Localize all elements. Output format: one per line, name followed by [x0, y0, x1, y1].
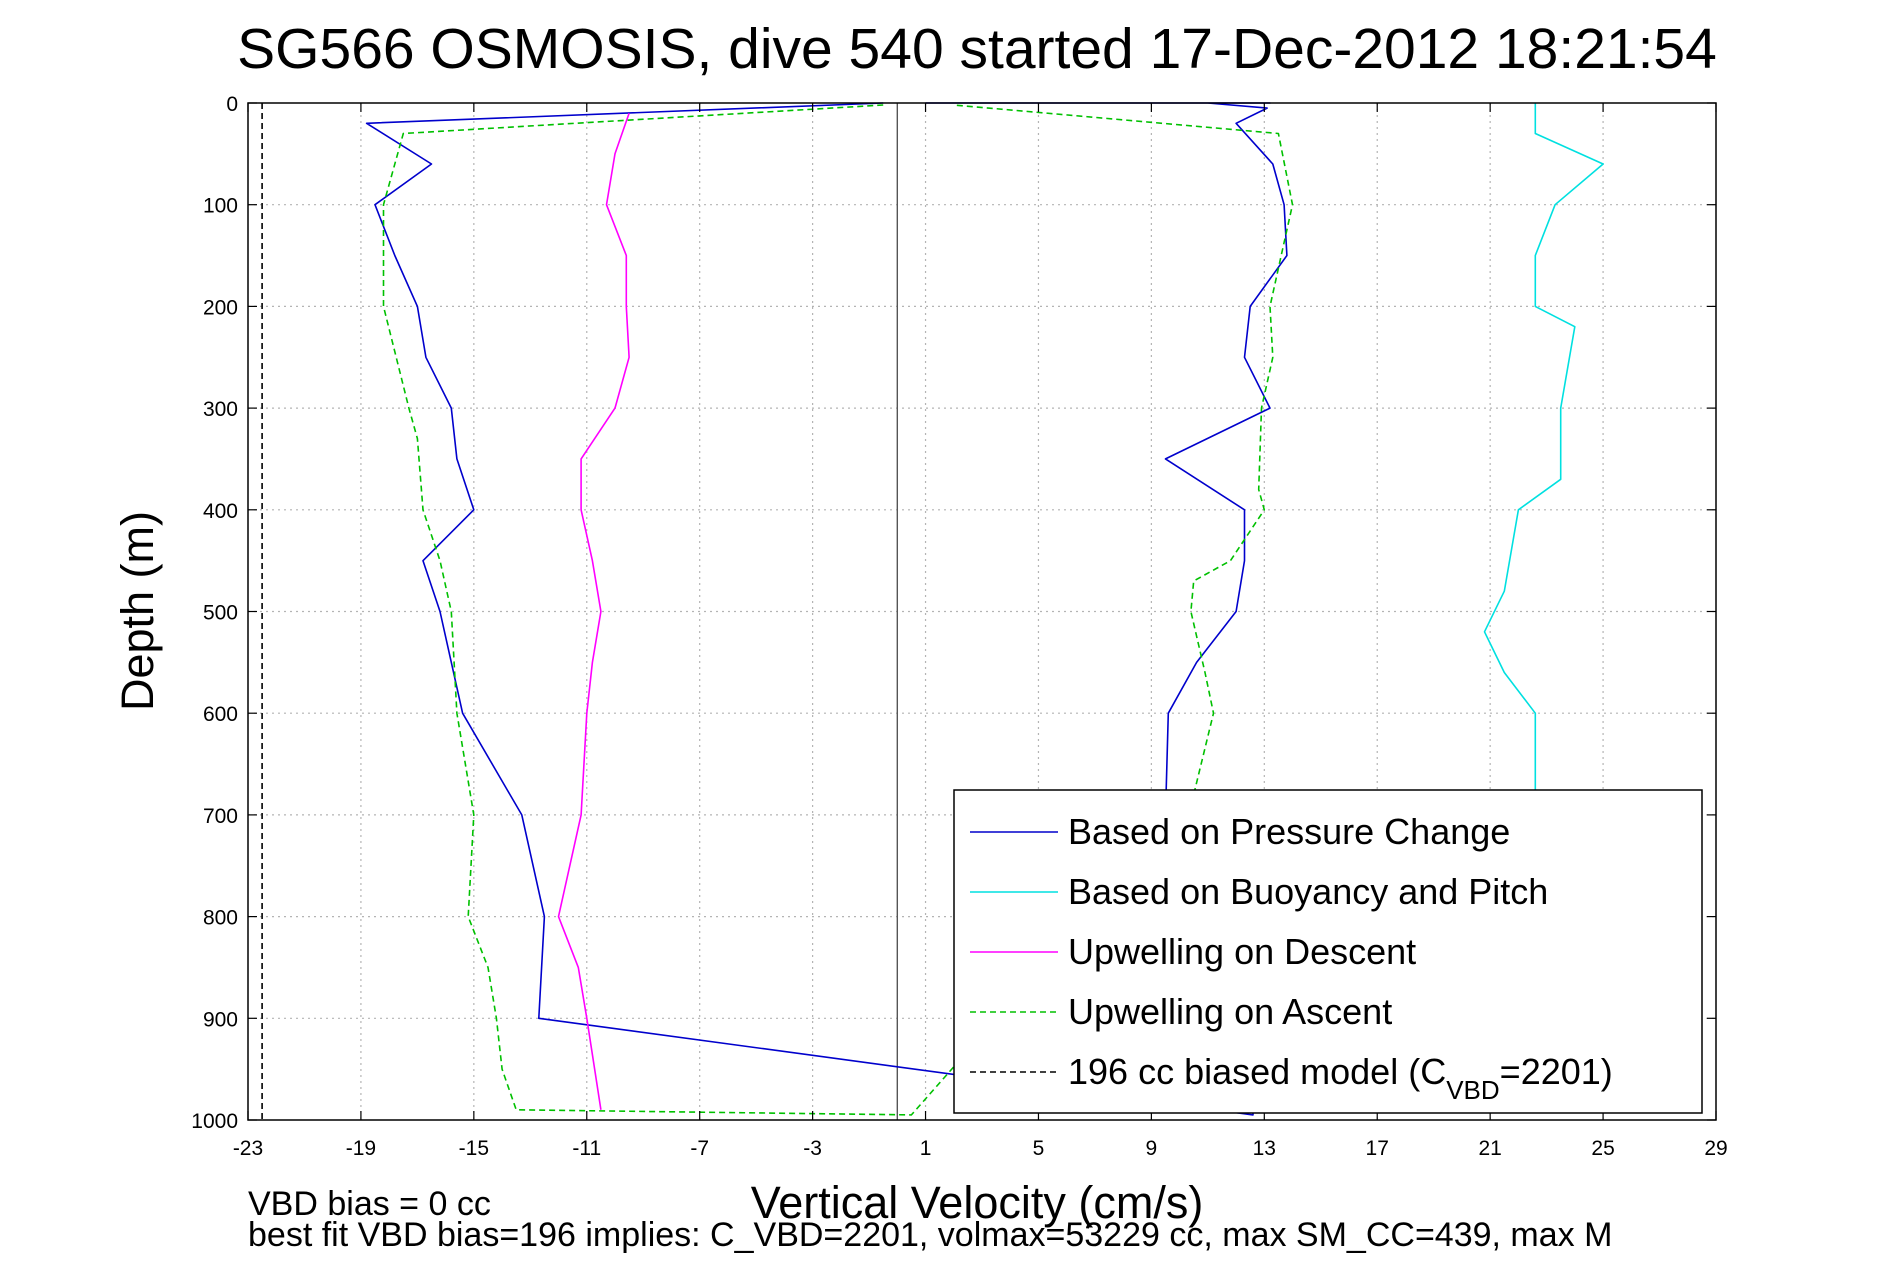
y-tick-label: 700	[203, 805, 238, 828]
legend-label: Upwelling on Ascent	[1068, 991, 1392, 1032]
y-tick-label: 100	[203, 195, 238, 218]
x-axis-label: Vertical Velocity (cm/s)	[751, 1177, 1204, 1228]
x-tick-label: -7	[690, 1137, 709, 1160]
x-tick-label: 21	[1478, 1137, 1501, 1160]
legend-label: Upwelling on Descent	[1068, 931, 1416, 972]
chart-title: SG566 OSMOSIS, dive 540 started 17-Dec-2…	[237, 17, 1717, 81]
legend-label: Based on Buoyancy and Pitch	[1068, 871, 1548, 912]
footer-line-2: best fit VBD bias=196 implies: C_VBD=220…	[248, 1216, 1612, 1254]
y-tick-label: 400	[203, 500, 238, 523]
x-tick-label: -23	[233, 1137, 263, 1160]
y-tick-label: 600	[203, 703, 238, 726]
x-tick-label: 25	[1591, 1137, 1614, 1160]
x-tick-label: -15	[459, 1137, 489, 1160]
y-tick-label: 800	[203, 907, 238, 930]
y-tick-label: 0	[226, 93, 238, 116]
y-tick-label: 500	[203, 602, 238, 625]
x-tick-label: -11	[572, 1137, 601, 1160]
y-tick-label: 300	[203, 398, 238, 421]
series-line-3	[382, 104, 1294, 1116]
x-tick-label: 29	[1704, 1137, 1727, 1160]
legend-label: 196 cc biased model (CVBD=2201)	[1068, 1051, 1613, 1105]
x-tick-label: -19	[346, 1137, 376, 1160]
legend-box	[953, 789, 1703, 1114]
legend: Based on Pressure Change Based on Buoyanc…	[953, 789, 1703, 1114]
footer-line-1: VBD bias = 0 cc	[248, 1185, 491, 1223]
y-axis-label: Depth (m)	[112, 511, 163, 711]
x-tick-label: 5	[1033, 1137, 1045, 1160]
series-line-2	[557, 112, 630, 1110]
x-tick-label: 13	[1253, 1137, 1276, 1160]
legend-label: Based on Pressure Change	[1068, 811, 1510, 852]
series-line-1	[1483, 103, 1604, 795]
y-tick-label: 200	[203, 296, 238, 319]
axis-ticks: -23 -19 -15 -11 -7 -3 1 5 9 13 17 21 25 29 0 100 200 300 4…	[191, 93, 1727, 1160]
y-tick-label: 1000	[191, 1110, 238, 1133]
y-tick-label: 900	[203, 1008, 238, 1031]
x-tick-label: 1	[920, 1137, 932, 1160]
x-tick-label: -3	[803, 1137, 822, 1160]
x-tick-label: 9	[1146, 1137, 1158, 1160]
x-tick-label: 17	[1366, 1137, 1389, 1160]
